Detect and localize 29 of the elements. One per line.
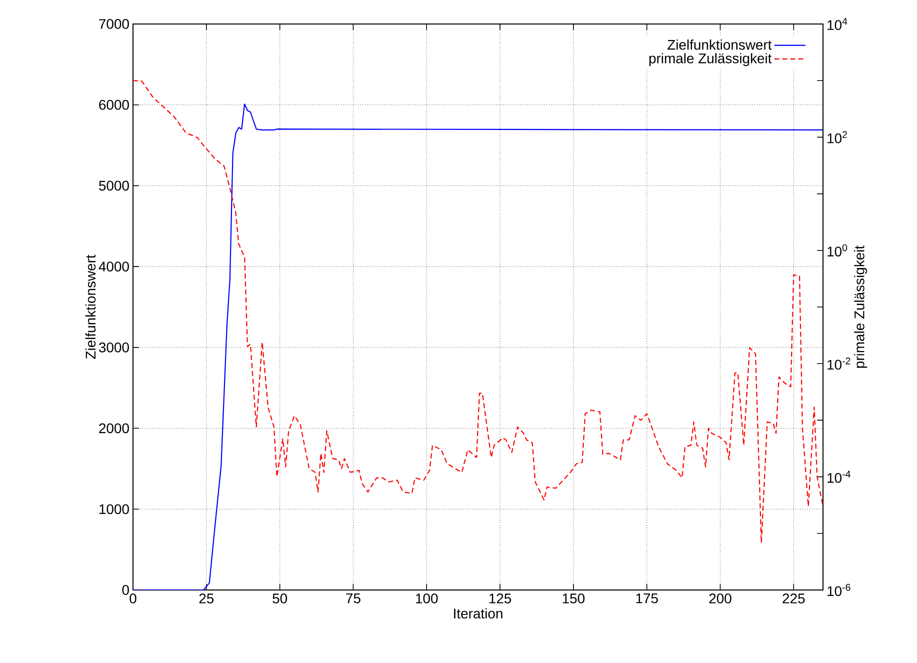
- legend-label: Zielfunktionswert: [668, 40, 772, 50]
- legend-label: primale Zulässigkeit: [649, 53, 772, 66]
- x-tick-label: 225: [782, 594, 805, 604]
- x-tick-label: 200: [709, 594, 732, 604]
- y-tick-label: 7000: [99, 19, 129, 29]
- y-tick-label: 3000: [98, 342, 129, 352]
- y-tick-label: 4000: [98, 262, 129, 272]
- x-tick-label: 0: [130, 594, 136, 604]
- y2-tick-label: 10$^{4}$: [828, 18, 848, 30]
- y2-tick-label: 10$^{-4}$: [828, 470, 850, 483]
- y2-tick-label: 10$^{0}$: [828, 244, 848, 256]
- y-tick-label: 5000: [99, 180, 129, 191]
- x-tick-label: 25: [199, 594, 214, 604]
- x-tick-label: 175: [636, 594, 658, 604]
- y-tick-label: 2000: [99, 423, 129, 434]
- y-tick-label: 1000: [100, 504, 129, 514]
- y2-tick-label: 10$^{-2}$: [828, 358, 850, 370]
- x-tick-label: 50: [272, 594, 288, 604]
- y2-axis-title: primale Zulässigkeit: [854, 246, 868, 368]
- x-tick-label: 100: [416, 594, 438, 604]
- y2-tick-label: 10$^{-6}$: [828, 584, 850, 596]
- x-tick-label: 75: [346, 594, 360, 604]
- y-tick-label: 0: [122, 585, 129, 595]
- x-tick-label: 125: [489, 594, 512, 604]
- x-tick-label: 150: [562, 594, 585, 604]
- y2-tick-label: 10$^{2}$: [828, 131, 847, 144]
- y-axis-title: Zielfunktionswert: [85, 254, 96, 359]
- y-tick-label: 6000: [99, 100, 129, 110]
- x-axis-title: Iteration: [454, 608, 502, 618]
